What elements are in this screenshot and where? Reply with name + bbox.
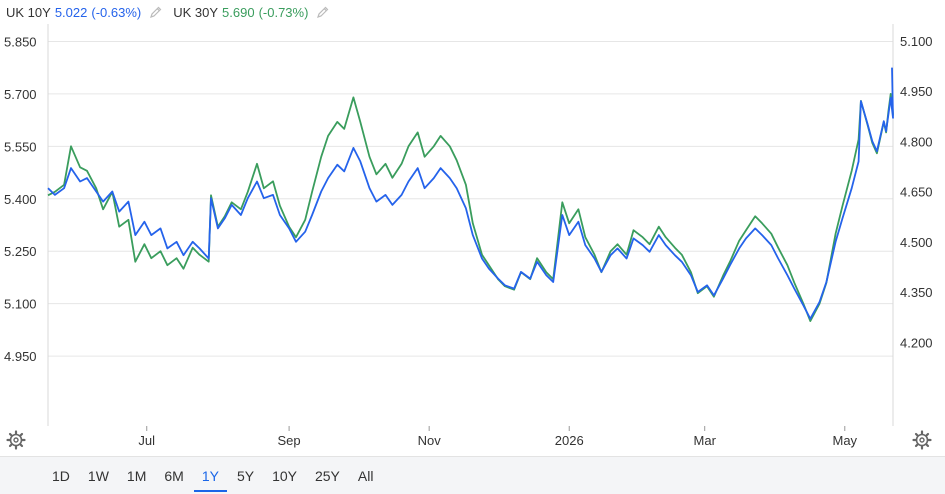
y-right-tick-label: 4.200: [900, 335, 933, 350]
x-axis-ticks: Jul Sep Nov 2026 Mar May: [138, 426, 858, 448]
legend-series-value: 5.690: [222, 4, 255, 20]
legend-series-value: 5.022: [54, 4, 88, 20]
y-left-tick-label: 5.100: [4, 297, 37, 312]
pencil-icon[interactable]: [149, 5, 163, 19]
legend-series-name: UK 30Y: [173, 4, 219, 20]
gear-icon[interactable]: [6, 430, 26, 450]
y-left-tick-label: 5.550: [4, 139, 37, 154]
series-line-uk10y[interactable]: [47, 67, 894, 320]
range-selector-bar: 1D 1W 1M 6M 1Y 5Y 10Y 25Y All: [0, 456, 945, 494]
y-left-tick-label: 5.850: [4, 34, 37, 49]
y-right-tick-label: 4.650: [900, 185, 933, 200]
range-button-25y[interactable]: 25Y: [314, 468, 340, 484]
chart-legend: UK 10Y 5.022 (-0.63%) UK 30Y 5.690 (-0.7…: [6, 3, 340, 21]
y-left-tick-label: 4.950: [4, 349, 37, 364]
right-y-ticks: 4.200 4.350 4.500 4.650 4.800 4.950 5.100: [900, 34, 933, 351]
range-button-5y[interactable]: 5Y: [236, 468, 255, 484]
x-tick-label: Sep: [278, 433, 301, 448]
left-y-ticks: 4.950 5.100 5.250 5.400 5.550 5.700 5.850: [4, 34, 37, 364]
x-tick-label: Mar: [694, 433, 717, 448]
series-line-uk30y[interactable]: [47, 93, 894, 323]
range-button-10y[interactable]: 10Y: [272, 468, 297, 484]
range-button-1y[interactable]: 1Y: [193, 465, 227, 492]
range-button-1w[interactable]: 1W: [87, 468, 109, 484]
legend-item-uk10y[interactable]: UK 10Y 5.022 (-0.63%): [6, 5, 163, 20]
x-tick-label: 2026: [555, 433, 584, 448]
pencil-icon[interactable]: [316, 5, 330, 19]
series-lines: [47, 67, 894, 323]
y-left-tick-label: 5.400: [4, 192, 37, 207]
y-left-tick-label: 5.700: [4, 87, 37, 102]
legend-item-uk30y[interactable]: UK 30Y 5.690 (-0.73%): [173, 5, 330, 20]
legend-series-change: (-0.73%): [258, 4, 309, 20]
y-right-tick-label: 4.350: [900, 285, 933, 300]
grid-lines: [48, 40, 893, 357]
y-right-tick-label: 5.100: [900, 34, 933, 49]
range-button-1d[interactable]: 1D: [52, 468, 70, 484]
range-button-6m[interactable]: 6M: [164, 468, 184, 484]
x-tick-label: May: [832, 433, 857, 448]
legend-series-name: UK 10Y: [6, 4, 51, 20]
y-right-tick-label: 4.800: [900, 134, 933, 149]
range-button-1m[interactable]: 1M: [126, 468, 147, 484]
y-left-tick-label: 5.250: [4, 244, 37, 259]
x-tick-label: Nov: [418, 433, 442, 448]
y-right-tick-label: 4.950: [900, 84, 933, 99]
legend-series-change: (-0.63%): [91, 4, 142, 20]
x-tick-label: Jul: [138, 433, 155, 448]
y-right-tick-label: 4.500: [900, 235, 933, 250]
range-buttons: 1D 1W 1M 6M 1Y 5Y 10Y 25Y All: [44, 465, 383, 492]
gear-icon[interactable]: [912, 430, 932, 450]
line-chart[interactable]: 4.950 5.100 5.250 5.400 5.550 5.700 5.850 4.20…: [0, 0, 945, 456]
range-button-all[interactable]: All: [357, 468, 374, 484]
